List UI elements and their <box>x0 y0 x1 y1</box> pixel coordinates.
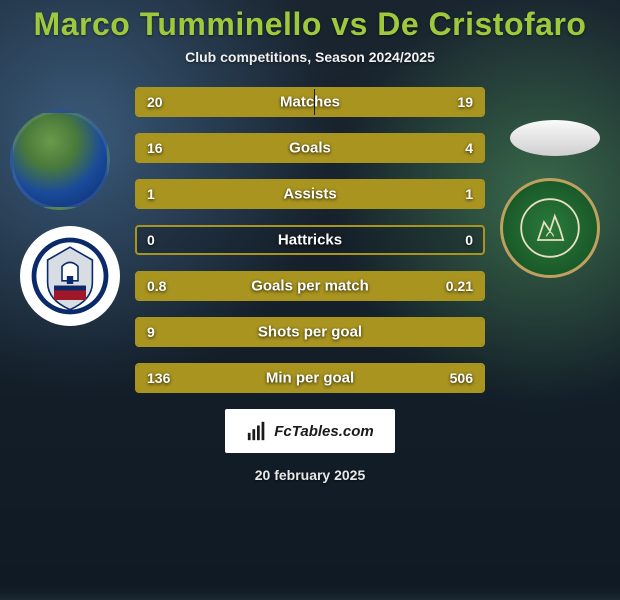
page-title: Marco Tumminello vs De Cristofaro <box>0 6 620 43</box>
stat-label: Goals <box>289 140 331 157</box>
subtitle: Club competitions, Season 2024/2025 <box>0 49 620 65</box>
stat-row: 0.8 0.21 Goals per match <box>135 271 485 301</box>
stat-row: 0 0 Hattricks <box>135 225 485 255</box>
footer-brand-logo: FcTables.com <box>225 409 395 453</box>
stat-value-left: 20 <box>147 94 163 110</box>
stat-label: Min per goal <box>266 370 354 387</box>
stat-label: Hattricks <box>278 232 342 249</box>
stat-row: 136 506 Min per goal <box>135 363 485 393</box>
bar-fill-left <box>137 135 414 161</box>
date-text: 20 february 2025 <box>0 467 620 483</box>
avellino-badge-icon <box>520 198 580 258</box>
stat-value-right: 4 <box>465 140 473 156</box>
stat-value-right: 1 <box>465 186 473 202</box>
stat-label: Goals per match <box>251 278 369 295</box>
stat-value-right: 19 <box>457 94 473 110</box>
stat-label: Assists <box>283 186 336 203</box>
stat-value-right: 0.21 <box>446 278 473 294</box>
stat-row: 16 4 Goals <box>135 133 485 163</box>
stat-value-left: 9 <box>147 324 155 340</box>
stat-value-left: 0.8 <box>147 278 166 294</box>
chart-icon <box>246 420 268 442</box>
stat-value-left: 1 <box>147 186 155 202</box>
stat-row: 1 1 Assists <box>135 179 485 209</box>
player2-club-badge <box>500 178 600 278</box>
stat-value-left: 16 <box>147 140 163 156</box>
stats-bars: 2019Matches164Goals11Assists00Hattricks0… <box>135 87 485 393</box>
stat-value-right: 0 <box>465 232 473 248</box>
crotone-badge-icon <box>30 236 110 316</box>
player1-club-badge <box>20 226 120 326</box>
player1-avatar <box>10 110 110 210</box>
stat-label: Shots per goal <box>258 324 362 341</box>
player2-avatar <box>510 120 600 156</box>
stat-label: Matches <box>280 94 340 111</box>
content-area: Marco Tumminello vs De Cristofaro Club c… <box>0 0 620 580</box>
stat-row: 20 19 Matches <box>135 87 485 117</box>
stat-value-left: 0 <box>147 232 155 248</box>
footer-brand-text: FcTables.com <box>274 423 373 440</box>
stat-value-right: 506 <box>450 370 473 386</box>
stat-row: 9 Shots per goal <box>135 317 485 347</box>
stat-value-left: 136 <box>147 370 170 386</box>
